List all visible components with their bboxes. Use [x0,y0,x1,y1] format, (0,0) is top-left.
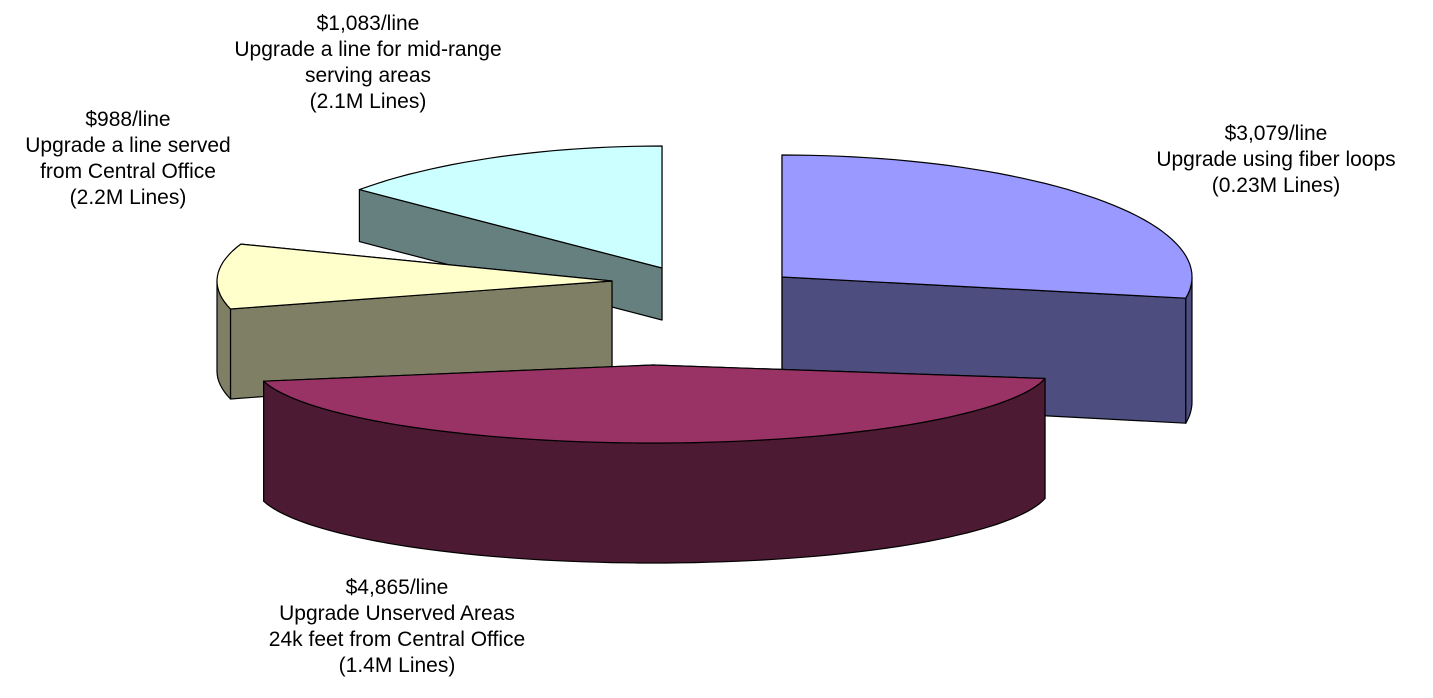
slice-label-2: $4,865/line Upgrade Unserved Areas 24k fee… [269,576,525,677]
slice-label-line: (2.2M Lines) [70,186,187,209]
slice-label-line: (1.4M Lines) [339,654,456,677]
slice-label-4: $1,083/line Upgrade a line for mid-range s… [234,12,501,113]
slice-label-line: serving areas [305,64,431,87]
pie-slice-top [263,364,1046,444]
pie-slice-2 [263,364,1046,564]
slice-label-line: Upgrade using fiber loops [1156,148,1395,171]
pie-slice-top [216,243,613,310]
slice-label-line: 24k feet from Central Office [269,628,525,651]
pie-slice-3 [216,243,613,400]
slice-label-line: (2.1M Lines) [310,90,427,113]
slice-label-line: (0.23M Lines) [1212,174,1340,197]
slice-label-line: $1,083/line [317,12,420,35]
slice-label-line: Upgrade Unserved Areas [279,602,515,625]
slice-label-line: $4,865/line [346,576,449,599]
slice-label-line: Upgrade a line for mid-range [234,38,501,61]
pie-slice-top [358,145,663,269]
slice-label-line: $3,079/line [1225,122,1328,145]
slice-label-line: Upgrade a line served [25,134,230,157]
slice-label-3: $988/line Upgrade a line served from Centr… [25,108,230,209]
slice-label-1: $3,079/line Upgrade using fiber loops (0.2… [1156,122,1395,197]
slice-label-line: from Central Office [40,160,216,183]
pie-slice-top [781,154,1193,299]
slice-label-line: $988/line [85,108,170,131]
pie-slice-side [1185,276,1193,424]
